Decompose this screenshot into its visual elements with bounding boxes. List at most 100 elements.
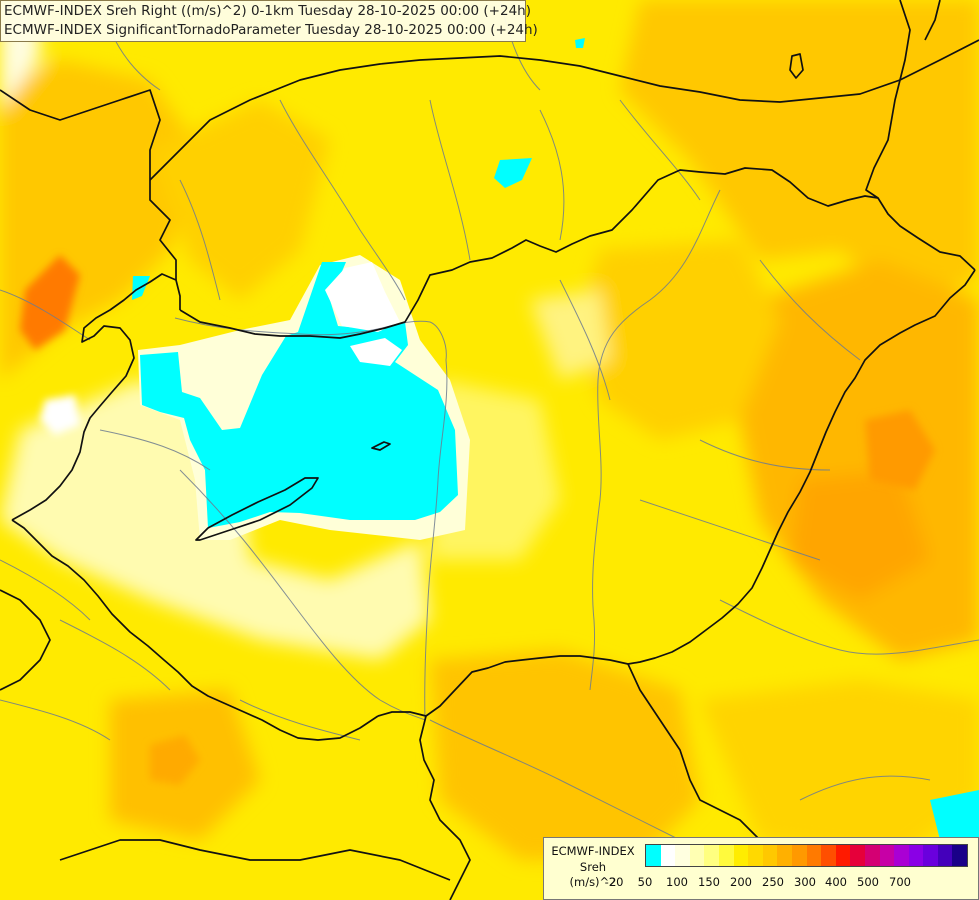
legend-swatch [894, 845, 909, 866]
legend-swatch [646, 845, 661, 866]
river-tisza [589, 189, 721, 691]
border-hungary-croatia [11, 519, 379, 741]
border-croatia-serbia [419, 715, 471, 900]
river-south-2 [239, 699, 361, 741]
legend-swatch [762, 845, 778, 866]
map-title-box: ECMWF-INDEX Sreh Right ((m/s)^2) 0-1km T… [0, 0, 538, 42]
legend-caption-line-3: (m/s)^2 [569, 875, 617, 889]
river-west-3 [179, 179, 221, 301]
legend-swatch [660, 845, 676, 866]
field-cyan-main [140, 262, 458, 528]
legend-caption: ECMWF-INDEX Sreh (m/s)^2 [548, 844, 638, 891]
field-pale-northeast [530, 290, 610, 380]
lake-small-1 [371, 441, 391, 451]
legend-swatch [937, 845, 953, 866]
minor-border-3 [799, 775, 931, 801]
border-hungary-slovakia [179, 167, 976, 339]
rivers-and-minor-borders [0, 0, 979, 841]
negative-helicity-area [132, 38, 979, 840]
river-northeast-1 [619, 99, 701, 201]
legend-swatch [718, 845, 734, 866]
field-orange-northeast [620, 0, 979, 300]
legend-tick-label: -20 [604, 875, 624, 889]
field-red-west [20, 255, 80, 350]
minor-border-6 [0, 699, 111, 741]
minor-border-4 [719, 599, 979, 655]
legend-swatch [923, 845, 938, 866]
legend-tick-label: 250 [762, 875, 784, 889]
legend-swatch [821, 845, 836, 866]
river-north-1 [279, 99, 406, 301]
river-east-3 [639, 499, 821, 561]
legend-swatch [908, 845, 924, 866]
legend-swatch [864, 845, 880, 866]
legend-ticks: -20 50 100 150 200 250 300 400 500 700 [605, 875, 969, 891]
legend-swatch [675, 845, 690, 866]
field-white-inner [325, 262, 400, 332]
river-north-2 [429, 99, 471, 261]
river-north-3 [539, 109, 565, 241]
field-white-inner-2 [350, 338, 402, 366]
lake-balaton [195, 477, 319, 541]
minor-border-5 [559, 279, 611, 401]
border-bosnia [59, 839, 451, 881]
field-orange-north [150, 100, 330, 300]
legend-swatches [645, 844, 969, 867]
river-east-1 [759, 259, 861, 361]
legend-swatch [806, 845, 822, 866]
border-slovenia-croatia [0, 589, 51, 691]
river-drava [179, 469, 426, 721]
legend-tick-label: 700 [889, 875, 911, 889]
river-southwest-1 [59, 619, 171, 691]
river-east-2 [699, 439, 831, 471]
legend-caption-line-1: ECMWF-INDEX [551, 844, 635, 858]
legend-tick-label: 400 [825, 875, 847, 889]
field-orange-south [430, 650, 700, 860]
legend-tick-label: 200 [730, 875, 752, 889]
border-austria-czech [0, 89, 177, 280]
border-slovakia-ukraine [865, 0, 911, 199]
legend-tick-label: 50 [637, 875, 653, 889]
legend-swatch [689, 845, 705, 866]
legend-swatch [952, 845, 968, 866]
border-hungary-serbia [377, 655, 629, 717]
field-orange-east-core [865, 410, 935, 490]
color-legend: ECMWF-INDEX Sreh (m/s)^2 -20 50 100 150 200 2… [543, 837, 979, 900]
river-west-1 [99, 429, 211, 471]
legend-swatch [850, 845, 865, 866]
river-southwest-2 [0, 559, 91, 621]
border-slovakia-poland [149, 39, 979, 181]
legend-tick-label: 300 [794, 875, 816, 889]
legend-swatch [733, 845, 749, 866]
lake-small-2 [789, 53, 804, 79]
legend-swatch [777, 845, 792, 866]
legend-caption-line-2: Sreh [579, 859, 607, 874]
legend-swatch [748, 845, 763, 866]
field-orange-southeast [700, 680, 979, 860]
legend-swatch [704, 845, 719, 866]
river-danube-south [424, 359, 448, 721]
legend-swatch [791, 845, 807, 866]
field-orange-southwest-core [150, 735, 200, 785]
sreh-field-hot [20, 255, 935, 785]
field-cyan-top [575, 38, 585, 48]
legend-tick-label: 150 [698, 875, 720, 889]
field-white-west [40, 395, 80, 435]
legend-swatch [835, 845, 851, 866]
border-hungary-romania [627, 269, 976, 665]
field-orange-east-spot [790, 470, 930, 600]
field-orange-center-east [580, 240, 780, 440]
field-cyan-spot-north [494, 158, 532, 188]
map-title-line-1: ECMWF-INDEX Sreh Right ((m/s)^2) 0-1km T… [4, 3, 531, 19]
legend-tick-label: 100 [666, 875, 688, 889]
legend-swatch [879, 845, 895, 866]
field-cyan-southeast [930, 790, 979, 840]
border-ukraine-romania [924, 0, 941, 41]
river-west-2 [0, 289, 91, 341]
river-danube-north [174, 317, 447, 361]
map-title-line-2: ECMWF-INDEX SignificantTornadoParameter … [4, 22, 538, 38]
legend-tick-label: 500 [857, 875, 879, 889]
border-hungary-austria [11, 273, 181, 521]
